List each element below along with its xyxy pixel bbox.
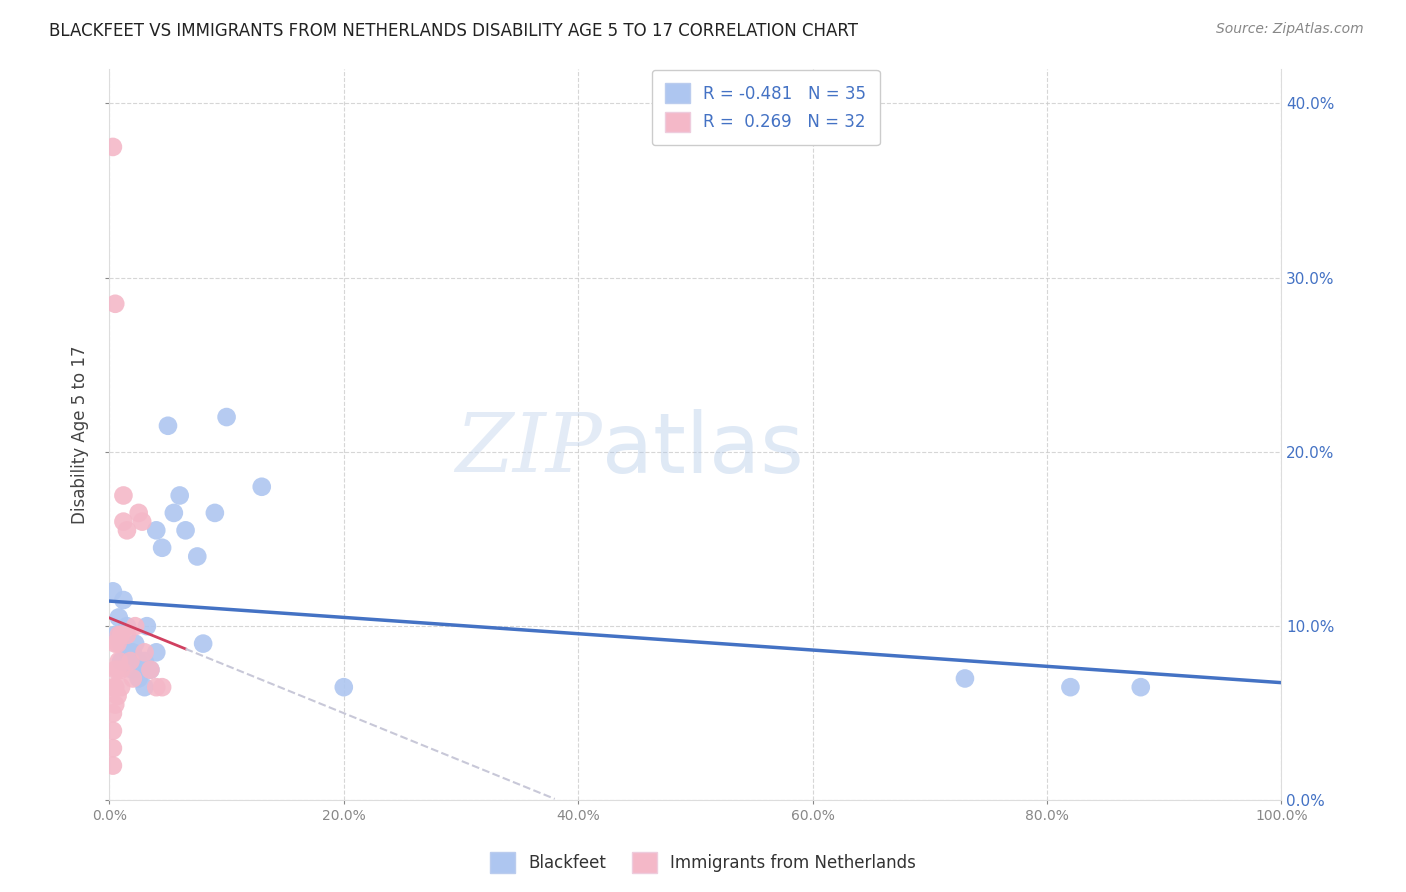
Point xyxy=(104,680,127,694)
Point xyxy=(128,654,150,668)
Point xyxy=(128,672,150,686)
Point xyxy=(107,654,129,668)
Point xyxy=(150,541,173,555)
Point xyxy=(186,549,208,564)
Point xyxy=(145,645,167,659)
Point xyxy=(131,663,153,677)
Point xyxy=(124,637,146,651)
Point xyxy=(107,637,129,651)
Point xyxy=(135,619,157,633)
Point xyxy=(150,680,173,694)
Point xyxy=(191,637,214,651)
Point xyxy=(101,741,124,756)
Point xyxy=(134,654,156,668)
Point xyxy=(107,628,129,642)
Point xyxy=(115,628,138,642)
Point xyxy=(131,515,153,529)
Point xyxy=(107,610,129,624)
Point xyxy=(124,619,146,633)
Point xyxy=(110,663,132,677)
Text: ZIP: ZIP xyxy=(454,409,602,489)
Point xyxy=(115,619,138,633)
Point xyxy=(104,663,127,677)
Point xyxy=(101,723,124,738)
Point xyxy=(128,506,150,520)
Point xyxy=(107,689,129,703)
Point xyxy=(104,637,127,651)
Point xyxy=(121,663,143,677)
Point xyxy=(101,680,124,694)
Point xyxy=(145,680,167,694)
Point xyxy=(101,758,124,772)
Point xyxy=(110,628,132,642)
Point xyxy=(121,672,143,686)
Point xyxy=(174,524,197,538)
Text: Source: ZipAtlas.com: Source: ZipAtlas.com xyxy=(1216,22,1364,37)
Point xyxy=(101,706,124,721)
Point xyxy=(169,488,191,502)
Point xyxy=(134,680,156,694)
Point xyxy=(156,418,179,433)
Point xyxy=(145,524,167,538)
Point xyxy=(112,488,135,502)
Point xyxy=(115,524,138,538)
Point xyxy=(953,672,976,686)
Point xyxy=(107,663,129,677)
Point xyxy=(110,637,132,651)
Point xyxy=(333,680,356,694)
Point xyxy=(121,645,143,659)
Point xyxy=(1059,680,1081,694)
Point xyxy=(120,645,142,659)
Point xyxy=(215,410,238,425)
Point xyxy=(134,645,156,659)
Point xyxy=(115,645,138,659)
Legend: Blackfeet, Immigrants from Netherlands: Blackfeet, Immigrants from Netherlands xyxy=(484,846,922,880)
Point xyxy=(204,506,226,520)
Point xyxy=(112,593,135,607)
Text: atlas: atlas xyxy=(602,409,803,490)
Point xyxy=(104,698,127,712)
Text: BLACKFEET VS IMMIGRANTS FROM NETHERLANDS DISABILITY AGE 5 TO 17 CORRELATION CHAR: BLACKFEET VS IMMIGRANTS FROM NETHERLANDS… xyxy=(49,22,858,40)
Point xyxy=(110,654,132,668)
Point xyxy=(1129,680,1152,694)
Point xyxy=(250,480,273,494)
Point xyxy=(104,628,127,642)
Point xyxy=(101,140,124,154)
Point xyxy=(112,515,135,529)
Y-axis label: Disability Age 5 to 17: Disability Age 5 to 17 xyxy=(72,345,89,524)
Point xyxy=(120,654,142,668)
Point xyxy=(139,663,162,677)
Point xyxy=(104,297,127,311)
Point xyxy=(101,584,124,599)
Point xyxy=(163,506,186,520)
Legend: R = -0.481   N = 35, R =  0.269   N = 32: R = -0.481 N = 35, R = 0.269 N = 32 xyxy=(652,70,880,145)
Point xyxy=(110,680,132,694)
Point xyxy=(139,663,162,677)
